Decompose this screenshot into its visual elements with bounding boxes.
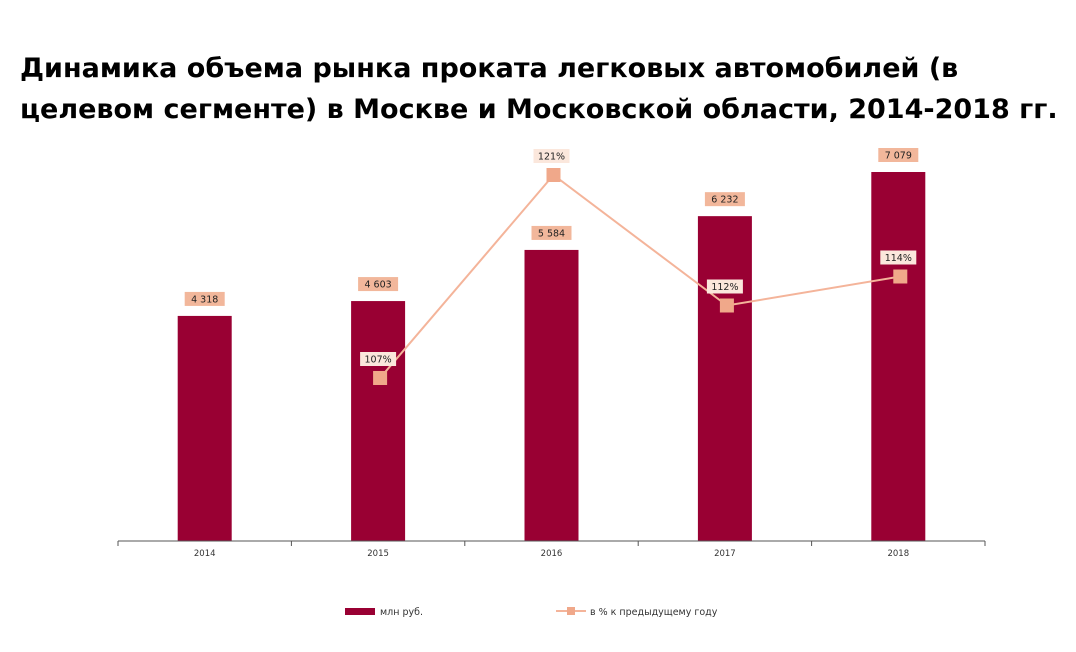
line-value-label-2017: 112%: [711, 282, 738, 293]
bar-value-label-2015: 4 603: [364, 280, 391, 291]
legend-label-bar: млн руб.: [380, 607, 423, 618]
x-tick-label-2014: 2014: [194, 549, 216, 559]
bar-series: 4 318 4 603 5 584 6 232 7 079: [177, 148, 926, 541]
bar-label-box-2014: [184, 291, 225, 306]
bar-label-box-2018: [878, 148, 919, 162]
legend: млн руб. в % к предыдущему году: [345, 607, 718, 618]
bar-value-label-2018: 7 079: [885, 151, 912, 162]
chart-title: Динамика объема рынка проката легковых а…: [20, 53, 1058, 125]
bar-value-label-2014: 4 318: [191, 294, 218, 305]
bar-value-label-2017: 6 232: [711, 195, 738, 206]
line-path: [379, 173, 901, 379]
line-value-label-2015: 107%: [365, 355, 392, 366]
line-value-label-2018: 114%: [885, 253, 912, 264]
x-tick-label-2017: 2017: [714, 549, 736, 559]
line-value-label-2016: 121%: [538, 152, 565, 163]
bar-2016: [524, 249, 579, 541]
bar-2015: [351, 301, 406, 541]
bar-2018: [871, 172, 926, 541]
bar-2014: [177, 315, 232, 541]
line-marker-2018: [893, 269, 908, 284]
legend-label-line: в % к предыдущему году: [590, 607, 718, 618]
x-tick-label-2016: 2016: [541, 549, 563, 559]
bar-2017: [697, 216, 752, 541]
bar-label-box-2017: [704, 192, 745, 207]
line-label-box-2015: [360, 352, 397, 366]
line-marker-2017: [719, 298, 734, 313]
x-axis: 2014 2015 2016 2017 2018: [117, 540, 986, 559]
line-label-box-2018: [880, 250, 917, 265]
line-label-box-2017: [706, 279, 743, 294]
bar-label-box-2015: [358, 277, 399, 292]
legend-swatch-bar: [345, 608, 375, 615]
x-tick-label-2015: 2015: [367, 549, 389, 559]
line-label-box-2016: [533, 149, 570, 163]
line-marker-2015: [373, 371, 388, 385]
bar-label-box-2016: [531, 225, 572, 240]
legend-marker: [567, 607, 575, 615]
bar-value-label-2016: 5 584: [538, 228, 565, 239]
line-marker-2016: [546, 168, 561, 182]
x-tick-label-2018: 2018: [887, 549, 909, 559]
line-series: 107% 121% 112% 114%: [360, 149, 917, 385]
